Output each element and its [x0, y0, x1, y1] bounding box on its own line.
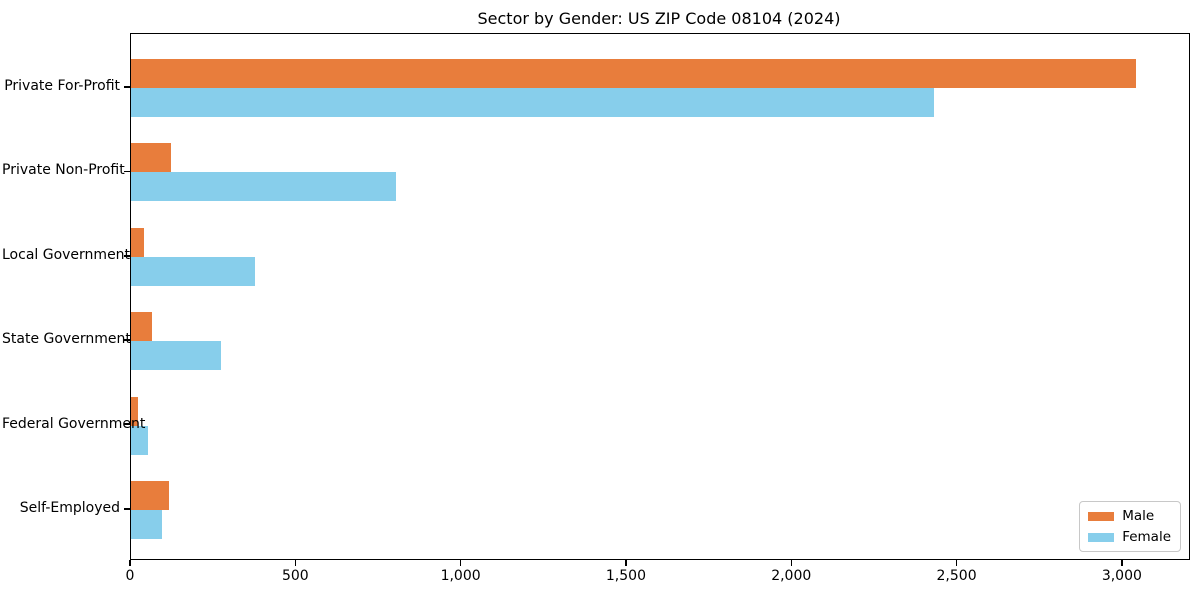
x-tick-label-1000: 1,000: [440, 568, 481, 584]
y-tick-state-government: [124, 339, 130, 341]
x-tick-label-3000: 3,000: [1101, 568, 1142, 584]
y-label-local-government: Local Government: [2, 246, 131, 263]
x-tick-2000: [790, 559, 792, 566]
bar-male-self-employed: [131, 481, 169, 510]
y-label-federal-government: Federal Government: [2, 415, 146, 432]
legend-label-female: Female: [1122, 529, 1171, 545]
plot-area: Male Female: [130, 33, 1190, 560]
y-tick-federal-government: [124, 423, 130, 426]
x-tick-1500: [625, 559, 627, 566]
bar-male-private-for-profit: [131, 59, 1137, 88]
legend-swatch-male: [1088, 511, 1115, 521]
x-tick-500: [294, 559, 297, 566]
chart-title: Sector by Gender: US ZIP Code 08104 (202…: [477, 9, 841, 28]
y-label-state-government: State Government: [2, 331, 131, 348]
bar-male-state-government: [131, 312, 152, 342]
x-tick-2500: [955, 559, 958, 566]
bar-female-state-government: [131, 341, 221, 371]
x-tick-0: [129, 559, 131, 566]
bar-female-private-non-profit: [131, 172, 396, 202]
x-tick-label-500: 500: [281, 568, 309, 584]
legend-label-male: Male: [1122, 508, 1155, 524]
y-label-private-for-profit: Private For-Profit: [4, 78, 120, 94]
x-tick-label-1500: 1,500: [605, 568, 646, 584]
bar-male-federal-government: [131, 396, 138, 426]
y-tick-local-government: [124, 255, 130, 257]
legend-swatch-female: [1088, 532, 1115, 542]
bar-female-local-government: [131, 256, 255, 286]
legend-row-male: Male: [1088, 508, 1171, 524]
bar-female-self-employed: [131, 510, 163, 539]
x-tick-label-0: 0: [125, 568, 135, 584]
legend: Male Female: [1079, 501, 1181, 552]
y-label-self-employed: Self-Employed: [19, 500, 120, 516]
legend-row-female: Female: [1088, 529, 1171, 545]
x-tick-label-2500: 2,500: [936, 568, 977, 584]
x-tick-label-2000: 2,000: [771, 568, 812, 584]
x-tick-3000: [1121, 559, 1123, 566]
bar-female-federal-government: [131, 425, 148, 455]
y-tick-private-non-profit: [124, 170, 130, 173]
bar-male-private-non-profit: [131, 143, 171, 173]
y-label-private-non-profit: Private Non-Profit: [2, 162, 125, 179]
x-tick-1000: [459, 559, 462, 566]
y-tick-self-employed: [124, 508, 130, 510]
bar-female-private-for-profit: [131, 88, 935, 117]
y-tick-private-for-profit: [124, 86, 130, 88]
bar-male-local-government: [131, 227, 144, 257]
